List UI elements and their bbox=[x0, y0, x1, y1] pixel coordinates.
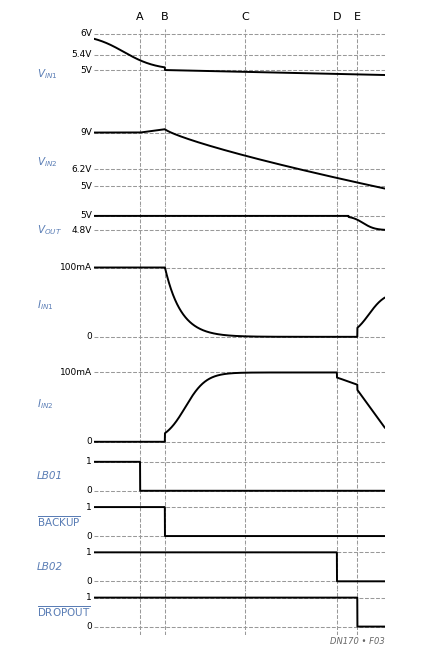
Text: 0: 0 bbox=[86, 437, 92, 447]
Text: 5V: 5V bbox=[80, 66, 92, 74]
Text: 5V: 5V bbox=[80, 182, 92, 191]
Text: $\overline{\mathrm{BACKUP}}$: $\overline{\mathrm{BACKUP}}$ bbox=[36, 514, 80, 529]
Text: 0: 0 bbox=[86, 532, 92, 540]
Text: 6V: 6V bbox=[80, 29, 92, 38]
Text: E: E bbox=[353, 12, 360, 22]
Text: 9V: 9V bbox=[80, 128, 92, 137]
Text: LB02: LB02 bbox=[36, 562, 62, 572]
Text: 1: 1 bbox=[86, 548, 92, 557]
Text: LB01: LB01 bbox=[36, 471, 62, 481]
Text: 0: 0 bbox=[86, 577, 92, 586]
Text: 1: 1 bbox=[86, 503, 92, 512]
Text: $\overline{\mathrm{DROPOUT}}$: $\overline{\mathrm{DROPOUT}}$ bbox=[36, 605, 90, 620]
Text: 6.2V: 6.2V bbox=[72, 165, 92, 174]
Text: 0: 0 bbox=[86, 332, 92, 341]
Text: 0: 0 bbox=[86, 622, 92, 631]
Text: A: A bbox=[136, 12, 144, 22]
Text: $I_{IN1}$: $I_{IN1}$ bbox=[36, 298, 53, 312]
Text: 100mA: 100mA bbox=[60, 368, 92, 377]
Text: $V_{OUT}$: $V_{OUT}$ bbox=[36, 223, 62, 237]
Text: 5.4V: 5.4V bbox=[72, 50, 92, 59]
Text: 1: 1 bbox=[86, 593, 92, 602]
Text: 100mA: 100mA bbox=[60, 263, 92, 272]
Text: 1: 1 bbox=[86, 457, 92, 466]
Text: 0: 0 bbox=[86, 486, 92, 495]
Text: C: C bbox=[240, 12, 248, 22]
Text: $I_{IN2}$: $I_{IN2}$ bbox=[36, 397, 53, 411]
Text: D: D bbox=[332, 12, 340, 22]
Text: DN170 • F03: DN170 • F03 bbox=[329, 637, 384, 646]
Text: $V_{IN2}$: $V_{IN2}$ bbox=[36, 156, 57, 169]
Text: B: B bbox=[161, 12, 168, 22]
Text: 4.8V: 4.8V bbox=[72, 226, 92, 234]
Text: $V_{IN1}$: $V_{IN1}$ bbox=[36, 68, 57, 81]
Text: 5V: 5V bbox=[80, 212, 92, 221]
